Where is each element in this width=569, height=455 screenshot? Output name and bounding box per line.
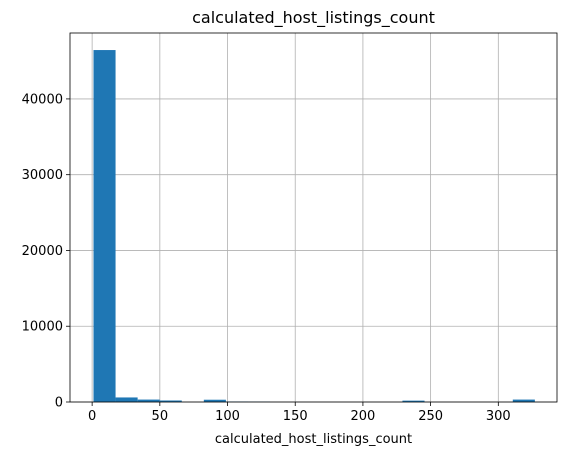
- x-tick-label: 0: [88, 409, 96, 424]
- y-tick-label: 10000: [22, 320, 63, 335]
- histogram-bar: [512, 399, 535, 402]
- x-axis-label: calculated_host_listings_count: [215, 432, 412, 447]
- chart-title: calculated_host_listings_count: [192, 8, 435, 28]
- x-tick-label: 50: [152, 409, 169, 424]
- histogram-bar: [137, 399, 160, 402]
- histogram-bar: [159, 400, 182, 402]
- y-tick-label: 0: [55, 396, 63, 411]
- histogram-bar: [93, 50, 116, 403]
- histogram-bar: [402, 400, 425, 402]
- x-tick-label: 150: [283, 409, 308, 424]
- x-tick-label: 100: [215, 409, 240, 424]
- x-tick-label: 250: [418, 409, 443, 424]
- histogram-bar: [203, 399, 226, 402]
- y-tick-label: 40000: [22, 92, 63, 107]
- x-tick-label: 300: [486, 409, 511, 424]
- x-tick-label: 200: [351, 409, 376, 424]
- histogram-bar: [115, 397, 138, 402]
- plot-area: 0 50 100 150 200 250 300 0 10000 20000 30000 40000: [22, 32, 558, 424]
- y-tick-label: 20000: [22, 244, 63, 259]
- y-tick-label: 30000: [22, 168, 63, 183]
- axes-frame: [69, 32, 558, 403]
